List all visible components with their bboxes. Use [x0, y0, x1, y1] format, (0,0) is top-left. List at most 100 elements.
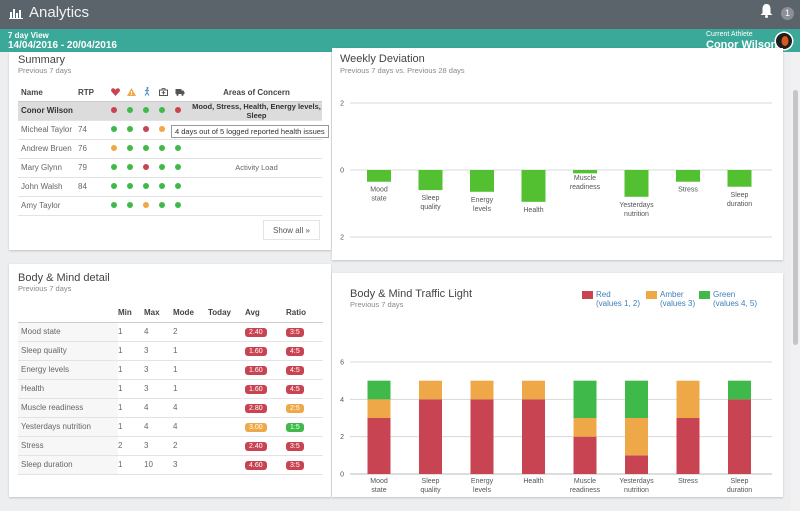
status-dot[interactable] — [159, 164, 165, 170]
max-value: 3 — [144, 436, 173, 456]
bell-icon[interactable] — [760, 4, 773, 18]
status-dot[interactable] — [127, 183, 133, 189]
athlete-name[interactable]: John Walsh — [18, 177, 78, 197]
stacked-bar-segment[interactable] — [573, 380, 597, 418]
traffic-light-panel: Body & Mind Traffic Light Previous 7 day… — [332, 273, 783, 497]
scrollbar-thumb[interactable] — [793, 90, 798, 345]
stacked-bar-segment[interactable] — [367, 418, 391, 474]
ratio-pill: 2:5 — [286, 403, 304, 413]
stacked-bar-segment[interactable] — [573, 436, 597, 474]
status-dot[interactable] — [159, 107, 165, 113]
stacked-bar-segment[interactable] — [676, 380, 700, 418]
status-dot[interactable] — [111, 202, 117, 208]
athlete-name[interactable]: Conor Wilson — [18, 101, 78, 121]
metric-label: Muscle readiness — [18, 398, 118, 418]
status-dot[interactable] — [159, 126, 165, 132]
table-row: Sleep duration 1 10 3 4.60 3:5 — [18, 455, 323, 475]
min-value: 1 — [118, 417, 144, 437]
athlete-name[interactable]: Andrew Bruen — [18, 139, 78, 159]
status-dot[interactable] — [111, 126, 117, 132]
notification-badge[interactable]: 1 — [781, 7, 794, 20]
status-dot[interactable] — [143, 107, 149, 113]
deviation-bar[interactable] — [418, 170, 443, 191]
today-value — [208, 455, 245, 475]
status-dot[interactable] — [159, 145, 165, 151]
x-tick-label: Stress — [678, 187, 698, 194]
stacked-bar-segment[interactable] — [470, 380, 494, 400]
date-range[interactable]: 14/04/2016 - 20/04/2016 — [8, 40, 117, 51]
status-dot[interactable] — [143, 202, 149, 208]
stacked-bar-segment[interactable] — [728, 399, 751, 474]
stacked-bar-segment[interactable] — [625, 418, 648, 456]
rtp-value: 79 — [78, 158, 111, 178]
deviation-bar[interactable] — [727, 170, 752, 187]
status-dot[interactable] — [111, 145, 117, 151]
col-max: Max — [144, 303, 173, 323]
deviation-bar[interactable] — [521, 170, 546, 202]
metric-label: Stress — [18, 436, 118, 456]
x-tick-label: Yesterdays — [619, 478, 654, 485]
weekly-deviation-panel: Weekly Deviation Previous 7 days vs. Pre… — [332, 48, 783, 260]
status-dot[interactable] — [143, 183, 149, 189]
status-dot[interactable] — [111, 107, 117, 113]
deviation-bar[interactable] — [470, 170, 494, 192]
status-dot[interactable] — [175, 145, 181, 151]
status-dot[interactable] — [127, 145, 133, 151]
status-dot[interactable] — [175, 202, 181, 208]
mode-value: 4 — [173, 398, 208, 418]
summary-panel: Summary Previous 7 days Name RTP — [9, 52, 331, 250]
status-dot[interactable] — [159, 202, 165, 208]
deviation-bar[interactable] — [367, 170, 391, 182]
status-dot[interactable] — [111, 164, 117, 170]
show-all-button[interactable]: Show all » — [263, 220, 320, 240]
legend-red[interactable]: Red (values 1, 2) — [582, 290, 640, 308]
app-title: Analytics — [29, 4, 90, 21]
table-row: Muscle readiness 1 4 4 2.80 2:5 — [18, 398, 323, 418]
stacked-bar-segment[interactable] — [367, 399, 391, 418]
table-row[interactable]: Mary Glynn 79 Activity Load — [18, 158, 322, 178]
deviation-bar[interactable] — [676, 170, 700, 182]
table-row[interactable]: Conor Wilson Mood, Stress, Health, Energy… — [18, 101, 322, 121]
avatar[interactable] — [774, 31, 794, 51]
status-dot[interactable] — [175, 183, 181, 189]
col-name: Name — [18, 85, 78, 102]
health-tooltip: 4 days out of 5 logged reported health i… — [171, 125, 329, 138]
stacked-bar-segment[interactable] — [419, 380, 442, 400]
stacked-bar-segment[interactable] — [676, 418, 700, 474]
deviation-bar[interactable] — [624, 170, 649, 197]
status-dot[interactable] — [111, 183, 117, 189]
stacked-bar-segment[interactable] — [470, 399, 494, 474]
status-dot[interactable] — [175, 107, 181, 113]
stacked-bar-segment[interactable] — [419, 399, 442, 474]
status-dot[interactable] — [127, 202, 133, 208]
table-row[interactable]: Amy Taylor — [18, 196, 322, 216]
status-dot[interactable] — [143, 126, 149, 132]
legend-green[interactable]: Green (values 4, 5) — [699, 290, 757, 308]
stacked-bar-segment[interactable] — [573, 418, 597, 437]
stacked-bar-segment[interactable] — [625, 455, 648, 474]
rtp-value: 74 — [78, 120, 111, 140]
status-dot[interactable] — [127, 107, 133, 113]
status-dot[interactable] — [159, 183, 165, 189]
table-row[interactable]: John Walsh 84 — [18, 177, 322, 197]
mode-value: 4 — [173, 417, 208, 437]
status-dot[interactable] — [143, 164, 149, 170]
stacked-bar-segment[interactable] — [522, 380, 545, 400]
status-dot[interactable] — [175, 164, 181, 170]
stacked-bar-segment[interactable] — [728, 380, 751, 400]
stacked-bar-segment[interactable] — [367, 380, 391, 400]
athlete-name[interactable]: Amy Taylor — [18, 196, 78, 216]
stacked-bar-segment[interactable] — [522, 399, 545, 474]
ratio-pill: 4:5 — [286, 365, 304, 375]
status-dot[interactable] — [127, 164, 133, 170]
status-dot[interactable] — [143, 145, 149, 151]
status-dot[interactable] — [127, 126, 133, 132]
x-tick-label: nutrition — [624, 211, 649, 218]
athlete-name[interactable]: Micheal Taylor — [18, 120, 78, 140]
stacked-bar-segment[interactable] — [625, 380, 648, 418]
deviation-bar[interactable] — [573, 170, 597, 174]
legend-amber[interactable]: Amber (values 3) — [646, 290, 695, 308]
table-row[interactable]: Andrew Bruen 76 — [18, 139, 322, 159]
athlete-name[interactable]: Mary Glynn — [18, 158, 78, 178]
mode-value: 3 — [173, 455, 208, 475]
